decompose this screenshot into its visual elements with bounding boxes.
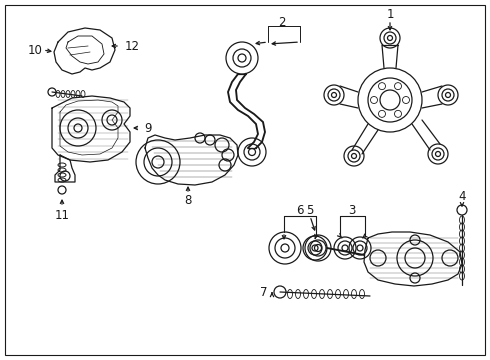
Text: 1: 1 [386,8,394,21]
Text: 3: 3 [348,203,356,216]
Text: 5: 5 [306,203,314,216]
Text: 6: 6 [296,203,304,216]
Text: 2: 2 [278,15,286,28]
Text: 10: 10 [27,44,43,57]
Text: 9: 9 [144,122,152,135]
Text: 12: 12 [124,40,140,53]
Text: 8: 8 [184,194,192,207]
Text: 4: 4 [458,189,466,202]
Polygon shape [54,28,115,74]
Polygon shape [364,232,462,286]
Polygon shape [55,155,75,182]
Text: 7: 7 [260,287,268,300]
Polygon shape [52,96,130,162]
Polygon shape [145,135,238,185]
Text: 11: 11 [54,208,70,221]
